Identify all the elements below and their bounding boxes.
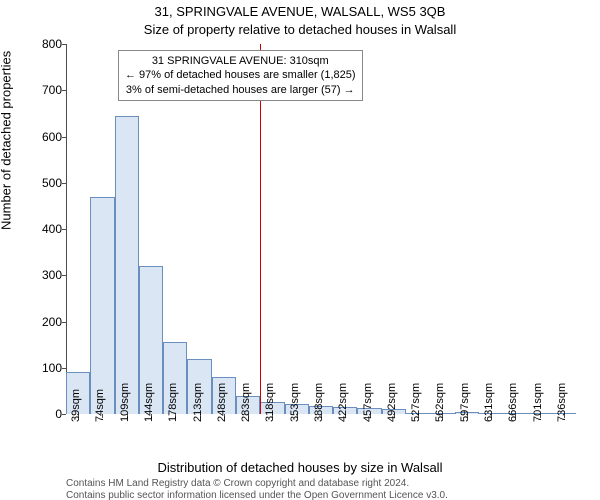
- footnote-licence: Contains public sector information licen…: [66, 490, 448, 500]
- annotation-line: 31 SPRINGVALE AVENUE: 310sqm: [125, 54, 356, 68]
- y-tick-label: 300: [32, 268, 62, 282]
- annotation-line: ← 97% of detached houses are smaller (1,…: [125, 68, 356, 82]
- histogram-bar: [90, 197, 114, 414]
- y-tick-label: 600: [32, 130, 62, 144]
- histogram-bar: [115, 116, 139, 414]
- y-tick-mark: [62, 414, 66, 415]
- y-tick-label: 400: [32, 222, 62, 236]
- y-tick-mark: [62, 183, 66, 184]
- y-tick-label: 800: [32, 37, 62, 51]
- y-tick-label: 0: [32, 407, 62, 421]
- y-tick-mark: [62, 368, 66, 369]
- figure: 31, SPRINGVALE AVENUE, WALSALL, WS5 3QB …: [0, 0, 600, 500]
- y-axis-line: [66, 44, 67, 414]
- y-tick-label: 700: [32, 83, 62, 97]
- y-tick-mark: [62, 322, 66, 323]
- y-axis-label: Number of detached properties: [0, 51, 14, 230]
- y-tick-mark: [62, 275, 66, 276]
- annotation-line: 3% of semi-detached houses are larger (5…: [125, 83, 356, 97]
- y-tick-mark: [62, 90, 66, 91]
- x-axis-label: Distribution of detached houses by size …: [0, 460, 600, 475]
- y-tick-label: 500: [32, 176, 62, 190]
- chart-subtitle: Size of property relative to detached ho…: [0, 22, 600, 37]
- footnote-copyright: Contains HM Land Registry data © Crown c…: [66, 478, 409, 489]
- chart-title-address: 31, SPRINGVALE AVENUE, WALSALL, WS5 3QB: [0, 4, 600, 19]
- y-tick-label: 200: [32, 315, 62, 329]
- y-tick-label: 100: [32, 361, 62, 375]
- y-tick-mark: [62, 229, 66, 230]
- y-tick-mark: [62, 137, 66, 138]
- annotation-box: 31 SPRINGVALE AVENUE: 310sqm ← 97% of de…: [118, 50, 363, 101]
- y-tick-mark: [62, 44, 66, 45]
